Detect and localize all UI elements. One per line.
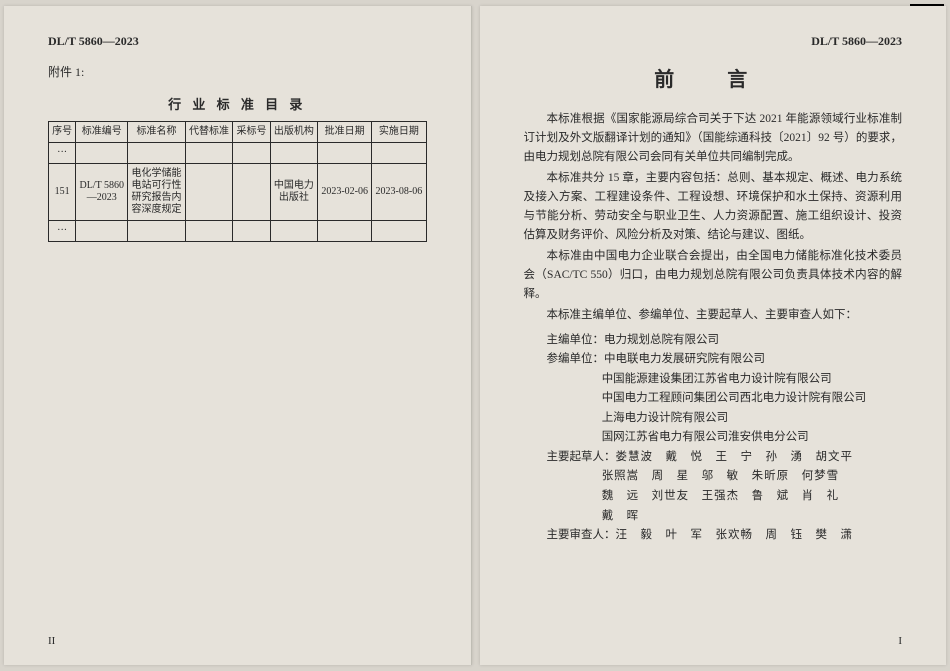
table-header-row: 序号 标准编号 标准名称 代替标准 采标号 出版机构 批准日期 实施日期 [49,122,427,143]
page-right: DL/T 5860—2023 前 言 本标准根据《国家能源局综合司关于下达 20… [480,6,947,665]
coeditor-val: 中国电力工程顾问集团公司西北电力设计院有限公司 [602,389,902,409]
doc-header-left: DL/T 5860—2023 [48,34,427,49]
reviewer-label: 主要审查人： [524,526,616,546]
coeditor-val: 中国能源建设集团江苏省电力设计院有限公司 [602,370,902,390]
preface-para: 本标准主编单位、参编单位、主要起草人、主要审查人如下： [524,306,903,325]
table-title: 行 业 标 准 目 录 [48,94,427,113]
drafter-line: 娄慧波 戴 悦 王 宁 孙 湧 胡文平 [616,448,903,468]
cell-adopt [233,164,270,221]
drafter-label: 主要起草人： [524,448,616,468]
table-row-ellipsis-top: ··· [49,143,427,164]
preface-para: 本标准由中国电力企业联合会提出，由全国电力储能标准化技术委员会（SAC/TC 5… [524,247,903,304]
col-impl: 实施日期 [372,122,426,143]
editor-label: 主编单位： [524,331,605,351]
cell-publisher: 中国电力 出版社 [270,164,317,221]
attachment-label: 附件 1: [48,63,427,80]
coeditor-val: 上海电力设计院有限公司 [602,409,902,429]
standards-table: 序号 标准编号 标准名称 代替标准 采标号 出版机构 批准日期 实施日期 ···… [48,121,427,242]
cell-impl: 2023-08-06 [372,164,426,221]
preface-title: 前 言 [524,63,903,92]
preface-para: 本标准根据《国家能源局综合司关于下达 2021 年能源领域行业标准制订计划及外文… [524,110,903,167]
cell-seq: 151 [49,164,76,221]
cell-ellipsis: ··· [49,221,76,242]
col-stdname: 标准名称 [128,122,186,143]
page-left: DL/T 5860—2023 附件 1: 行 业 标 准 目 录 序号 标准编号… [4,6,472,665]
col-seq: 序号 [49,122,76,143]
credits-block: 主编单位： 电力规划总院有限公司 参编单位： 中电联电力发展研究院有限公司 中国… [524,331,903,546]
drafter-line: 魏 远 刘世友 王强杰 鲁 斌 肖 礼 [602,487,902,507]
coeditor-val: 国网江苏省电力有限公司淮安供电分公司 [602,428,902,448]
reviewer-line: 汪 毅 叶 军 张欢畅 周 钰 樊 潇 [616,526,903,546]
cell-stdno: DL/T 5860 —2023 [76,164,128,221]
editor-val: 电力规划总院有限公司 [604,331,902,351]
page-number-left: II [48,635,55,647]
coeditor-val: 中电联电力发展研究院有限公司 [604,350,902,370]
page-number-right: I [898,635,902,647]
drafter-line: 戴 晖 [602,507,902,527]
coeditor-label: 参编单位： [524,350,605,370]
doc-header-right: DL/T 5860—2023 [524,34,903,49]
table-row: 151 DL/T 5860 —2023 电化学储能 电站可行性 研究报告内 容深… [49,164,427,221]
cell-ellipsis: ··· [49,143,76,164]
cell-replaces [185,164,232,221]
col-stdno: 标准编号 [76,122,128,143]
table-row-ellipsis-bottom: ··· [49,221,427,242]
cell-approve: 2023-02-06 [318,164,372,221]
col-publisher: 出版机构 [270,122,317,143]
col-adopt: 采标号 [233,122,270,143]
cell-stdname: 电化学储能 电站可行性 研究报告内 容深度规定 [128,164,186,221]
col-approve: 批准日期 [318,122,372,143]
preface-para: 本标准共分 15 章，主要内容包括：总则、基本规定、概述、电力系统及接入方案、工… [524,169,903,245]
drafter-line: 张照嵩 周 星 邬 敏 朱昕原 何梦雪 [602,467,902,487]
col-replaces: 代替标准 [185,122,232,143]
